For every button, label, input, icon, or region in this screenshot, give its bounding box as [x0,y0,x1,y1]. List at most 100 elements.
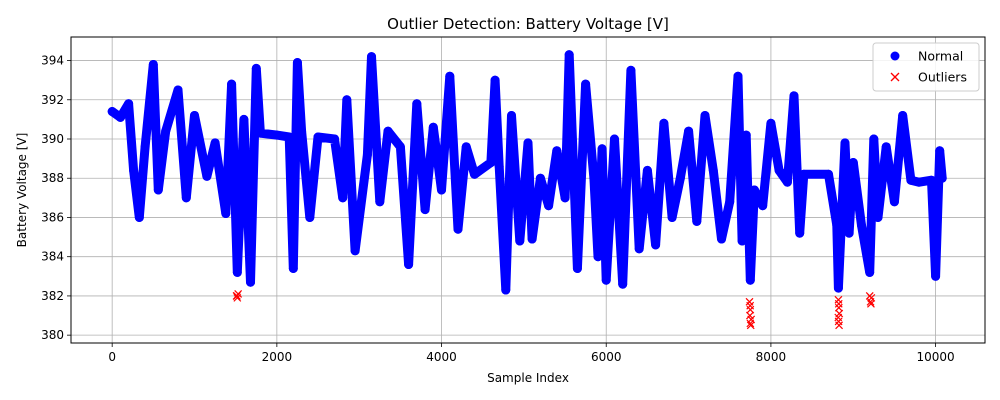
normal-point [395,142,405,152]
normal-point [297,126,307,136]
normal-point [412,99,422,109]
normal-point [931,271,941,281]
legend-normal-label: Normal [918,49,963,64]
normal-point [239,114,249,124]
normal-point [935,146,945,156]
normal-point [581,79,591,89]
normal-point [795,228,805,238]
y-axis-label: Battery Voltage [V] [15,133,29,248]
normal-point [428,122,438,132]
normal-point [659,118,669,128]
normal-point [758,201,768,211]
outlier-point [232,291,241,300]
normal-point [124,99,134,109]
normal-point [523,138,533,148]
x-tick-label: 8000 [756,350,787,364]
x-tick-label: 4000 [426,350,457,364]
normal-point [782,177,792,187]
normal-point [507,110,517,120]
legend: Normal Outliers [872,42,980,92]
normal-point [486,158,496,168]
normal-point [865,267,875,277]
normal-point [515,236,525,246]
normal-point [288,263,298,273]
normal-point [246,277,256,287]
normal-point [251,63,261,73]
normal-point [292,58,302,67]
normal-point [535,173,545,183]
legend-normal-marker [890,51,900,61]
normal-point [140,142,150,152]
outlier-point [746,321,755,330]
normal-series [107,50,947,295]
normal-point [134,212,144,222]
normal-point [375,197,385,207]
normal-point [490,75,500,85]
normal-point [420,205,430,215]
x-tick-label: 2000 [262,350,293,364]
normal-point [501,285,511,295]
normal-point [618,279,628,289]
normal-point [601,275,611,285]
normal-point [367,52,377,62]
outlier-point [746,319,755,328]
normal-point [221,209,231,219]
normal-point [181,193,191,203]
normal-point [272,130,282,140]
y-tick-label: 380 [41,328,64,342]
normal-point [284,132,294,142]
normal-point [593,252,603,262]
normal-point [202,171,212,181]
normal-point [564,50,574,60]
x-axis-ticks: 0 2000 4000 6000 8000 10000 [108,343,955,364]
y-tick-label: 388 [41,171,64,185]
normal-point [589,173,599,183]
normal-point [383,126,393,136]
x-axis-label: Sample Index [487,371,569,385]
normal-point [148,59,158,69]
normal-point [329,134,339,144]
normal-point [848,158,858,168]
x-tick-label: 0 [108,350,116,364]
normal-point [692,216,702,226]
normal-point [741,130,751,140]
normal-point [634,244,644,254]
normal-point [494,161,504,171]
normal-point [749,185,759,195]
normal-point [404,260,414,270]
normal-point [684,126,694,136]
normal-point [342,95,352,105]
normal-point [651,240,661,250]
normal-point [129,165,139,175]
y-tick-label: 384 [41,250,64,264]
normal-point [774,165,784,175]
normal-point [937,173,947,183]
normal-point [469,169,479,179]
normal-point [869,134,879,144]
y-tick-label: 394 [41,54,64,68]
normal-point [173,85,183,95]
normal-point [832,220,842,230]
normal-point [708,165,718,175]
normal-point [766,118,776,128]
normal-point [926,175,936,185]
normal-point [737,236,747,246]
normal-point [799,169,809,179]
x-tick-label: 10000 [917,350,955,364]
x-tick-label: 6000 [591,350,622,364]
normal-point [725,197,735,207]
normal-point [789,91,799,101]
normal-point [544,201,554,211]
y-axis-ticks: 380 382 384 386 388 390 392 394 [41,54,71,342]
y-tick-label: 390 [41,132,64,146]
normal-point [626,65,636,75]
normal-point [898,110,908,120]
normal-point [667,212,677,222]
outlier-series [232,290,876,330]
normal-point [873,212,883,222]
normal-point [914,177,924,187]
chart-title: Outlier Detection: Battery Voltage [V] [387,15,669,33]
normal-point [362,150,372,160]
outlier-point [867,299,875,308]
